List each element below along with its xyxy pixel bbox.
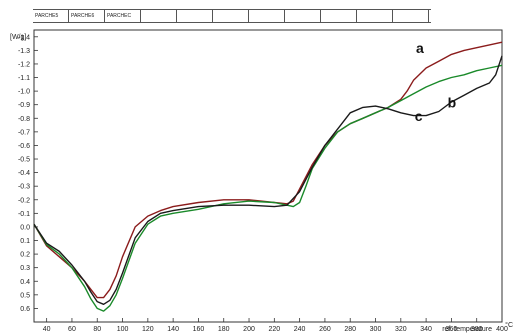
x-tick-label: 280 <box>344 326 356 333</box>
tab-slot-empty <box>141 10 177 22</box>
y-tick-label: -0.1 <box>18 211 30 218</box>
x-tick-label: 60 <box>68 326 76 333</box>
curve-label-c: c <box>415 108 423 124</box>
series-line-b <box>33 64 503 312</box>
y-tick-label: -1.3 <box>18 48 30 55</box>
x-tick-label: 400 <box>496 326 508 333</box>
x-tick-label: 80 <box>93 326 101 333</box>
x-tick-label: 200 <box>243 326 255 333</box>
y-tick-label: -1.1 <box>18 75 30 82</box>
y-tick-label: 0.6 <box>20 306 30 313</box>
tab-parche6[interactable]: PARCHE6 <box>69 10 105 22</box>
plot-frame <box>33 29 503 323</box>
y-tick-label: 0.4 <box>20 279 30 286</box>
y-tick-label: -0.8 <box>18 116 30 123</box>
y-tick-label: -0.9 <box>18 102 30 109</box>
y-tick-label: -1.4 <box>18 34 30 41</box>
y-tick-label: -0.7 <box>18 129 30 136</box>
x-tick-label: 340 <box>420 326 432 333</box>
tab-parchec[interactable]: PARCHEC <box>105 10 141 22</box>
tab-slot-empty <box>285 10 321 22</box>
curve-tab-bar: PARCHE5 PARCHE6 PARCHEC <box>33 9 431 23</box>
tab-slot-empty <box>321 10 357 22</box>
series-line-c <box>33 55 503 305</box>
x-tick-label: 380 <box>471 326 483 333</box>
curve-label-b: b <box>448 94 457 110</box>
y-tick-label: -1.2 <box>18 61 30 68</box>
y-tick-label: 0.3 <box>20 265 30 272</box>
tab-slot-empty <box>249 10 285 22</box>
tab-slot-empty <box>213 10 249 22</box>
y-tick-label: -0.3 <box>18 184 30 191</box>
x-tick-label: 180 <box>218 326 230 333</box>
x-tick-label: 140 <box>167 326 179 333</box>
x-tick-label: 300 <box>370 326 382 333</box>
x-tick-label: 40 <box>43 326 51 333</box>
tab-slot-empty <box>393 10 429 22</box>
x-tick-label: 220 <box>268 326 280 333</box>
x-tick-label: 320 <box>395 326 407 333</box>
curve-label-a: a <box>416 40 424 56</box>
x-axis-label: ref. temperature <box>442 326 492 333</box>
y-tick-label: -0.6 <box>18 143 30 150</box>
x-tick-label: 360 <box>446 326 458 333</box>
tab-slot-empty <box>177 10 213 22</box>
x-tick-label: 120 <box>142 326 154 333</box>
y-tick-label: 0.0 <box>20 224 30 231</box>
x-tick-label: 160 <box>193 326 205 333</box>
x-tick-label: 240 <box>294 326 306 333</box>
y-tick-label: -0.5 <box>18 157 30 164</box>
y-axis-label: [W/g] <box>10 34 26 41</box>
tab-slot-empty <box>357 10 393 22</box>
y-tick-label: -1.0 <box>18 89 30 96</box>
y-tick-label: 0.1 <box>20 238 30 245</box>
tab-parche5[interactable]: PARCHE5 <box>33 10 69 22</box>
y-tick-label: -0.2 <box>18 197 30 204</box>
y-tick-label: 0.5 <box>20 292 30 299</box>
y-tick-label: 0.2 <box>20 252 30 259</box>
x-axis-unit: °C <box>505 321 513 329</box>
x-tick-label: 260 <box>319 326 331 333</box>
series-line-a <box>33 41 503 299</box>
y-tick-label: -0.4 <box>18 170 30 177</box>
x-tick-label: 100 <box>117 326 129 333</box>
